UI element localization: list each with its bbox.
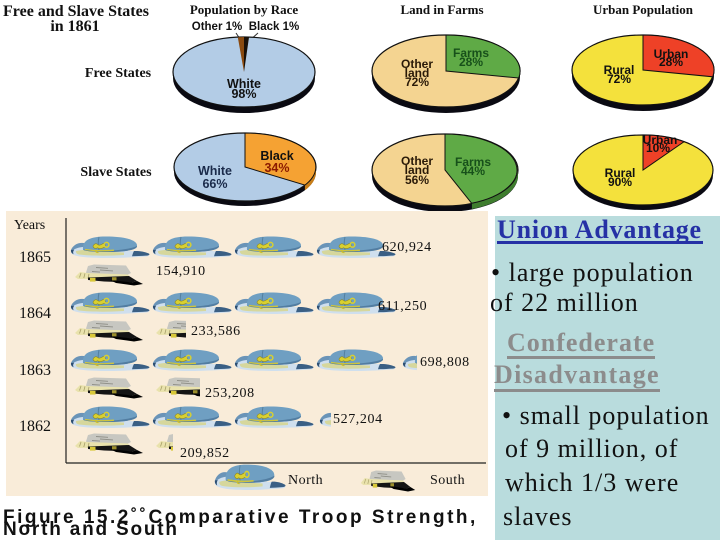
svg-text:34%: 34% <box>264 161 289 175</box>
svg-text:Rural: Rural <box>604 63 635 77</box>
svg-text:Rural: Rural <box>605 166 636 180</box>
svg-text:North: North <box>288 473 323 488</box>
svg-text:Free and Slave States: Free and Slave States <box>3 3 149 20</box>
svg-text:Other: Other <box>401 154 433 168</box>
svg-text:land: land <box>405 66 430 80</box>
svg-text:527,204: 527,204 <box>333 412 383 427</box>
svg-text:land: land <box>405 163 430 177</box>
svg-text:698,808: 698,808 <box>420 355 470 370</box>
svg-text:in 1861: in 1861 <box>50 18 99 35</box>
svg-text:1864: 1864 <box>19 305 51 322</box>
svg-text:Other 1%: Other 1% <box>192 21 243 33</box>
svg-text:Land in Farms: Land in Farms <box>400 2 483 17</box>
svg-text:Free States: Free States <box>85 66 152 81</box>
svg-text:44%: 44% <box>461 164 485 178</box>
svg-text:28%: 28% <box>659 55 683 69</box>
svg-text:South: South <box>430 473 465 488</box>
svg-text:Population by Race: Population by Race <box>190 2 299 17</box>
svg-text:209,852: 209,852 <box>180 446 230 461</box>
svg-text:1862: 1862 <box>19 418 51 435</box>
svg-text:620,924: 620,924 <box>382 240 432 255</box>
svg-text:Farms: Farms <box>453 46 489 60</box>
svg-text:98%: 98% <box>231 87 256 101</box>
svg-text:Black 1%: Black 1% <box>249 21 300 33</box>
svg-text:1865: 1865 <box>19 249 51 266</box>
svg-text:72%: 72% <box>607 72 631 86</box>
svg-text:1863: 1863 <box>19 362 51 379</box>
svg-text:10%: 10% <box>646 141 670 155</box>
svg-text:White: White <box>198 164 232 178</box>
svg-text:Urban: Urban <box>654 47 689 61</box>
svg-text:611,250: 611,250 <box>378 299 427 314</box>
svg-text:28%: 28% <box>459 55 483 69</box>
svg-text:Urban: Urban <box>643 133 678 147</box>
svg-text:72%: 72% <box>405 75 429 89</box>
svg-text:90%: 90% <box>608 175 632 189</box>
svg-text:Black: Black <box>260 149 293 163</box>
svg-text:66%: 66% <box>202 177 227 191</box>
svg-text:Slave States: Slave States <box>80 165 152 180</box>
svg-text:56%: 56% <box>405 173 429 187</box>
svg-text:233,586: 233,586 <box>191 324 241 339</box>
svg-text:Years: Years <box>14 218 45 233</box>
svg-text:253,208: 253,208 <box>205 386 255 401</box>
svg-text:Farms: Farms <box>455 155 491 169</box>
svg-text:Other: Other <box>401 57 433 71</box>
svg-text:White: White <box>227 77 261 91</box>
svg-text:Urban Population: Urban Population <box>593 2 694 17</box>
svg-text:154,910: 154,910 <box>156 264 206 279</box>
